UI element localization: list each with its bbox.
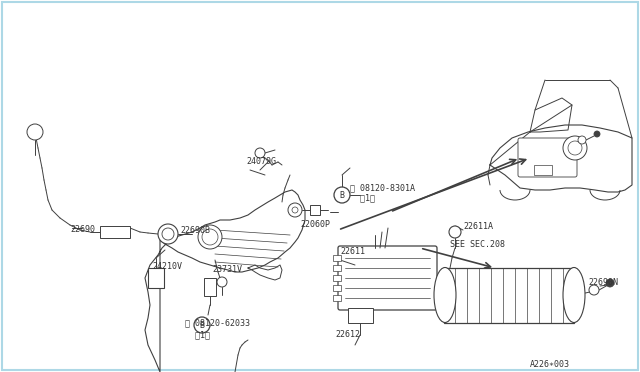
Bar (348, 308, 373, 323)
Circle shape (27, 124, 43, 140)
Circle shape (202, 229, 218, 245)
Bar (100, 226, 130, 238)
Circle shape (449, 226, 461, 238)
Text: B: B (200, 321, 205, 330)
Circle shape (563, 136, 587, 160)
Bar (148, 268, 164, 288)
Bar (444, 268, 574, 323)
Bar (333, 295, 341, 301)
Text: 22612: 22612 (335, 330, 360, 339)
Text: 23731V: 23731V (212, 265, 242, 274)
Circle shape (578, 136, 586, 144)
Ellipse shape (434, 267, 456, 323)
Bar (534, 165, 552, 175)
Ellipse shape (563, 267, 585, 323)
Text: B: B (339, 190, 344, 199)
Text: 22611: 22611 (340, 247, 365, 256)
Text: 22690: 22690 (70, 225, 95, 234)
Bar (333, 255, 341, 261)
Circle shape (288, 203, 302, 217)
Circle shape (198, 225, 222, 249)
Text: （1）: （1） (185, 330, 210, 339)
Text: 22690B: 22690B (180, 226, 210, 235)
Text: Ⓑ 08120-62033: Ⓑ 08120-62033 (185, 318, 250, 327)
Circle shape (334, 187, 350, 203)
Text: 22611A: 22611A (463, 222, 493, 231)
Text: A226∗003: A226∗003 (530, 360, 570, 369)
Circle shape (292, 207, 298, 213)
Circle shape (255, 148, 265, 158)
Bar (310, 205, 320, 215)
Bar (333, 275, 341, 281)
Circle shape (162, 228, 174, 240)
Text: 24079G: 24079G (246, 157, 276, 166)
FancyBboxPatch shape (518, 138, 577, 177)
Text: 22060P: 22060P (300, 220, 330, 229)
Text: 22690N: 22690N (588, 278, 618, 287)
Text: SEE SEC.208: SEE SEC.208 (450, 240, 505, 249)
Circle shape (158, 224, 178, 244)
Text: （1）: （1） (350, 193, 375, 202)
Circle shape (594, 131, 600, 137)
FancyBboxPatch shape (338, 246, 437, 310)
Circle shape (589, 285, 599, 295)
Bar (333, 285, 341, 291)
Bar (204, 278, 216, 296)
Text: Ⓑ 08120-8301A: Ⓑ 08120-8301A (350, 183, 415, 192)
Circle shape (606, 279, 614, 287)
Bar (333, 265, 341, 271)
Text: 24210V: 24210V (152, 262, 182, 271)
Circle shape (194, 317, 210, 333)
Circle shape (568, 141, 582, 155)
Circle shape (217, 277, 227, 287)
Polygon shape (145, 190, 305, 372)
